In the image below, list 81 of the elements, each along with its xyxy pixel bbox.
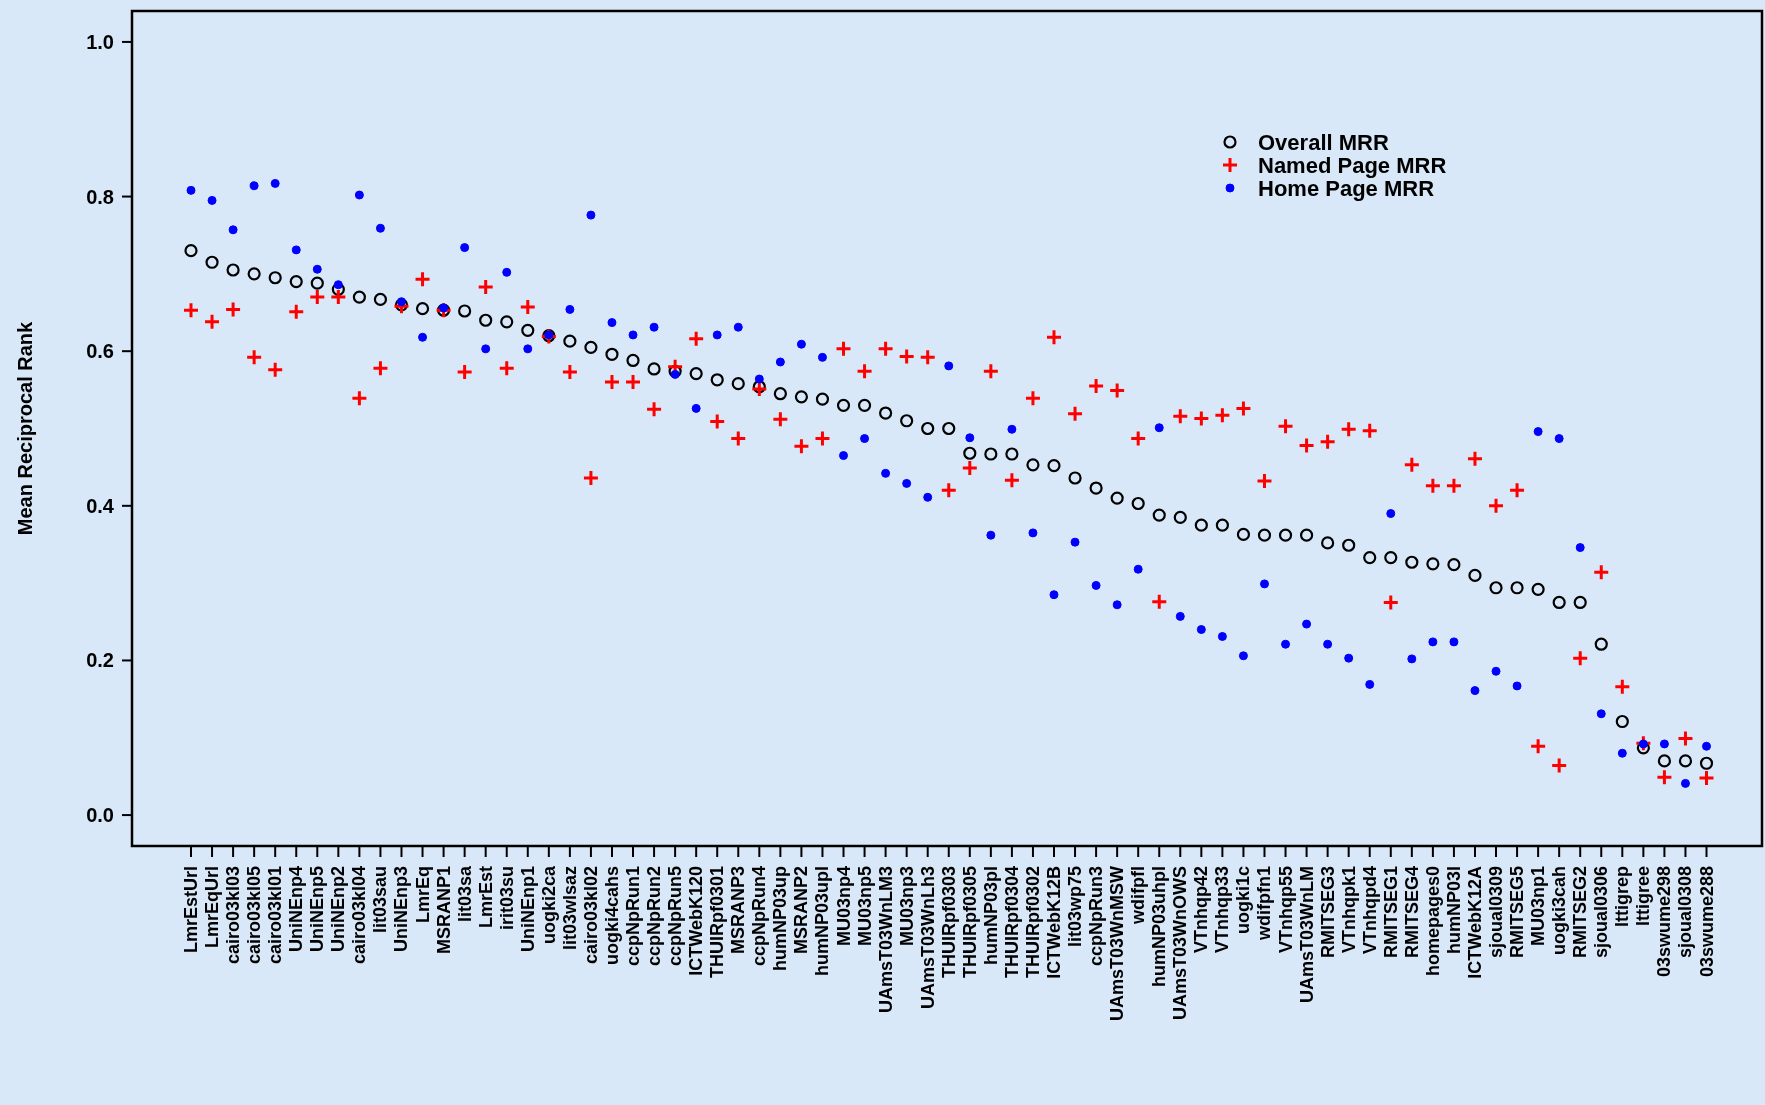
x-tick-label: lit03sau [370,866,391,934]
x-tick-label: UniNEnp3 [391,866,412,953]
x-tick-label: cairo03kl01 [265,866,286,965]
x-tick-label: cairo03kl04 [349,866,370,965]
x-tick-label: VTnhqp55 [1275,866,1296,954]
x-tick-label: ICTWebK120 [686,866,707,976]
x-tick-label: wdifpfl [1128,866,1149,925]
x-tick-label: humNP03l [1443,866,1464,955]
x-tick-label: UniNEnp4 [286,866,307,953]
legend-label: Overall MRR [1258,129,1389,155]
x-tick-label: uogki4cahs [601,866,622,966]
x-tick-label: UAmsT03WnMSW [1107,866,1128,1022]
x-tick-label: UniNEnp1 [517,866,538,953]
x-tick-label: MSRANP3 [728,866,749,955]
x-tick-label: uogki3cah [1549,866,1570,956]
x-tick-label: humNP03upl [812,866,833,977]
x-tick-label: ccpNpRun1 [623,866,644,967]
x-tick-label: sjoual0308 [1675,866,1696,959]
x-tick-label: cairo03kl05 [244,866,265,965]
x-tick-label: MSRANP2 [791,866,812,955]
x-tick-label: MU03np3 [896,866,917,947]
y-axis-title: Mean Reciprocal Rank [14,320,36,536]
x-tick-label: MU03np1 [1528,866,1549,947]
x-tick-label: RMITSEG3 [1317,866,1338,959]
x-tick-label: LmrEq [412,866,433,924]
x-tick-label: UAmsT03WnLM [1296,866,1317,1004]
x-tick-label: THUIRpf0303 [938,866,959,979]
x-tick-label: RMITSEG2 [1570,866,1591,959]
x-tick-label: MSRANP1 [433,866,454,955]
x-tick-label: UniNEnp2 [328,866,349,953]
x-tick-label: ccpNpRun2 [644,866,665,967]
x-tick-label: MU03np4 [833,866,854,947]
x-tick-label: LmrEqUrl [202,866,223,949]
x-tick-label: THUIRpf0302 [1022,866,1043,979]
x-tick-label: RMITSEG4 [1401,866,1422,959]
x-tick-label: lit03wlsaz [559,866,580,951]
x-tick-label: THUIRpf0305 [959,866,980,979]
x-tick-label: wdifpfn1 [1254,866,1275,941]
y-tick-label: 0.4 [86,494,115,517]
x-tick-label: humNP03uhpl [1149,866,1170,988]
x-tick-label: homepages0 [1422,866,1443,977]
x-tick-label: MU03np5 [854,866,875,947]
x-tick-label: lttigrep [1612,866,1633,927]
x-tick-label: 03swume298 [1654,866,1675,978]
x-tick-label: ICTWebK12B [1044,866,1064,979]
x-tick-label: humNP03pl [980,866,1001,966]
x-tick-label: cairo03kl02 [580,866,601,965]
x-tick-label: THUIRpf0304 [1001,866,1022,979]
x-tick-label: uogki2ca [538,865,559,945]
x-tick-label: VTnhqp33 [1212,866,1233,954]
x-tick-label: LmrEst [475,865,496,929]
x-tick-label: UniNEnp5 [307,866,328,953]
x-tick-label: 03swume288 [1696,866,1717,978]
x-tick-label: lit03sa [454,865,475,923]
x-tick-label: cairo03kl03 [223,866,244,965]
y-tick-label: 0.6 [86,340,114,363]
x-tick-label: ccpNpRun5 [665,866,686,967]
x-tick-label: VTnhqpd4 [1359,866,1380,954]
x-tick-label: ICTWebK12A [1464,866,1485,979]
y-tick-label: 1.0 [86,30,114,53]
x-tick-label: UAmsT03WnLh3 [917,866,938,1010]
x-tick-label: sjoual0306 [1591,866,1612,959]
x-tick-label: humNP03up [770,866,791,972]
x-tick-label: VTnhqp42 [1191,866,1212,954]
x-tick-label: THUIRpf0301 [707,866,728,979]
x-tick-label: uogki1c [1233,866,1254,935]
x-tick-label: RMITSEG1 [1380,866,1401,959]
x-tick-label: sjoual0309 [1486,866,1507,959]
x-tick-label: ccpNpRun3 [1086,866,1107,967]
y-tick-label: 0.0 [86,804,114,827]
x-tick-label: ccpNpRun4 [749,866,770,967]
x-tick-label: RMITSEG5 [1507,866,1528,959]
x-tick-label: VTnhqpk1 [1338,866,1359,954]
x-tick-label: UAmsT03WnOWS [1170,866,1191,1021]
x-tick-label: lttigree [1633,866,1654,927]
x-tick-label: irit03su [496,866,517,931]
x-tick-label: LmrEstUrl [181,866,201,954]
x-tick-label: lit03wp75 [1065,866,1086,948]
y-tick-label: 0.2 [86,649,114,672]
y-tick-label: 0.8 [86,185,114,208]
x-tick-label: UAmsT03WnLM3 [875,866,896,1014]
